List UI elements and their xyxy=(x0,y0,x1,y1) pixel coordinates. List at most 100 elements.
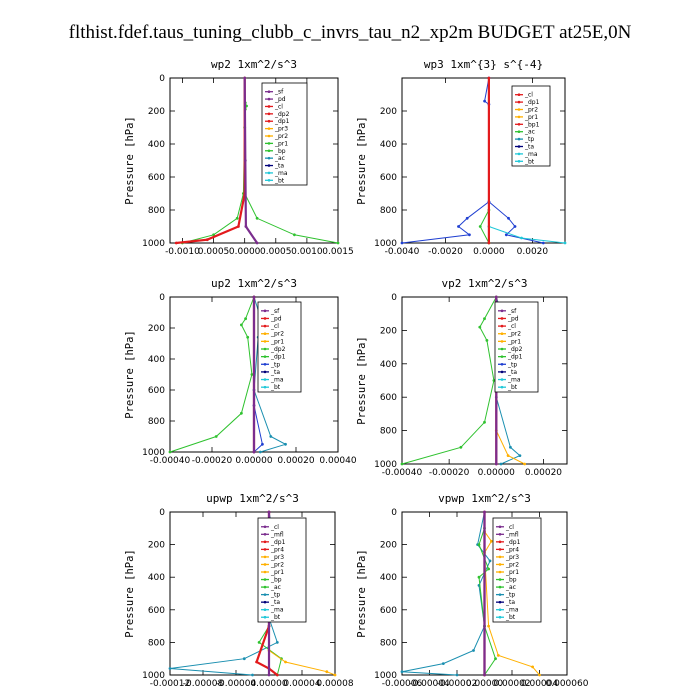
series-point xyxy=(244,225,248,228)
legend-label: _dp1 xyxy=(505,539,521,546)
legend-label: _pr1 xyxy=(274,140,288,147)
y-tick-label: 0 xyxy=(159,293,165,303)
series-point xyxy=(472,649,475,652)
series-point xyxy=(252,295,256,299)
y-tick-label: 1000 xyxy=(374,239,397,249)
legend-marker xyxy=(498,540,502,544)
y-axis-label: Pressure [hPa] xyxy=(356,116,368,205)
x-tick-label: -0.00008 xyxy=(183,679,224,689)
legend-marker xyxy=(517,145,521,148)
legend-marker xyxy=(517,137,521,141)
legend-marker xyxy=(263,593,267,596)
y-tick-label: 1000 xyxy=(142,448,165,458)
series-point xyxy=(531,665,534,669)
legend-marker xyxy=(498,533,502,536)
panel-title: vp2 1xm^2/s^3 xyxy=(441,277,527,290)
legend-label: _bt xyxy=(524,158,535,165)
legend-marker xyxy=(267,90,271,93)
y-tick-label: 600 xyxy=(148,606,165,616)
y-tick-label: 1000 xyxy=(142,239,165,249)
legend-label: _ac xyxy=(270,584,281,591)
legend-marker xyxy=(263,600,267,604)
y-tick-label: 1000 xyxy=(374,460,397,470)
legend-label: _cl xyxy=(524,92,533,99)
legend-marker xyxy=(263,555,267,559)
legend-label: _mfl xyxy=(505,531,519,538)
legend-label: _ta xyxy=(505,599,515,606)
legend-label: _cl xyxy=(507,323,516,330)
series-point xyxy=(240,411,243,415)
legend-marker xyxy=(500,355,504,358)
series-point xyxy=(214,435,218,438)
legend-label: _cl xyxy=(270,323,279,330)
y-tick-label: 200 xyxy=(380,326,397,336)
series-point xyxy=(168,667,172,670)
x-tick-label: 0.00004 xyxy=(521,679,558,689)
series-point xyxy=(267,673,271,677)
legend-label: _pr2 xyxy=(270,561,284,568)
y-tick-label: 400 xyxy=(148,355,165,365)
legend-label: _tp xyxy=(524,136,534,143)
y-tick-label: 0 xyxy=(391,293,397,303)
legend-marker xyxy=(267,97,271,101)
legend-marker xyxy=(500,378,504,381)
legend-label: _ac xyxy=(274,155,285,162)
series-point xyxy=(494,657,497,661)
legend-marker xyxy=(500,340,504,343)
series-point xyxy=(243,76,247,80)
y-tick-label: 200 xyxy=(380,541,397,551)
plot-frame xyxy=(169,511,336,676)
legend-label: _bp1 xyxy=(524,121,540,128)
series-line xyxy=(253,405,263,453)
series-point xyxy=(518,454,522,457)
legend-label: _cl xyxy=(505,524,514,531)
chart-panel-5: upwp 1xm^2/s^3 Pressure [hPa] 0 200 400 600 80… xyxy=(124,492,354,689)
legend-label: _pr2 xyxy=(270,331,284,338)
legend-label: _dp1 xyxy=(507,354,523,361)
series-point xyxy=(506,454,510,457)
legend-box xyxy=(511,85,551,167)
y-tick-label: 0 xyxy=(159,508,165,518)
series-point xyxy=(275,673,279,677)
legend-box xyxy=(492,517,542,623)
legend-marker xyxy=(263,355,267,358)
legend-label: _sf xyxy=(274,89,284,96)
legend-marker xyxy=(267,156,271,160)
legend-label: _pr4 xyxy=(270,546,284,553)
legend-label: _dp1 xyxy=(270,539,286,546)
series-point xyxy=(541,241,545,245)
series-point xyxy=(237,225,240,228)
series-point xyxy=(507,216,510,220)
x-tick-label: -0.0020 xyxy=(428,247,463,257)
series-line xyxy=(401,77,490,244)
series-point xyxy=(494,462,498,466)
legend-marker xyxy=(263,540,267,544)
series-point xyxy=(487,76,491,80)
legend-label: _ma xyxy=(507,377,521,384)
legend-marker xyxy=(267,171,271,175)
y-axis-label: Pressure [hPa] xyxy=(124,116,136,205)
x-tick-label: 0.0015 xyxy=(322,247,354,257)
series-point xyxy=(487,624,490,628)
legend-marker xyxy=(498,608,502,611)
legend-marker xyxy=(267,134,271,138)
legend-label: _tp xyxy=(270,361,280,368)
series-point xyxy=(252,450,256,454)
series-point xyxy=(478,325,482,329)
legend-marker xyxy=(263,309,267,313)
series-point xyxy=(250,373,254,376)
panel-title: wp3 1xm^{3} s^{-4} xyxy=(424,58,543,71)
series-point xyxy=(487,567,490,571)
series-point xyxy=(538,673,541,677)
chart-panel-6: vpwp 1xm^2/s^3 Pressure [hPa] 0 200 400 600 80… xyxy=(356,492,589,689)
legend-label: _bt xyxy=(270,384,281,391)
legend-label: _dp1 xyxy=(524,99,540,106)
series-point xyxy=(255,216,259,220)
series-point xyxy=(269,435,273,438)
y-tick-label: 1000 xyxy=(142,671,165,681)
series-point xyxy=(293,233,296,237)
page-title: flthist.fdef.taus_tuning_clubb_c_invrs_t… xyxy=(68,22,632,43)
legend-marker xyxy=(263,370,267,374)
series-line xyxy=(243,77,259,244)
series-point xyxy=(492,379,496,382)
